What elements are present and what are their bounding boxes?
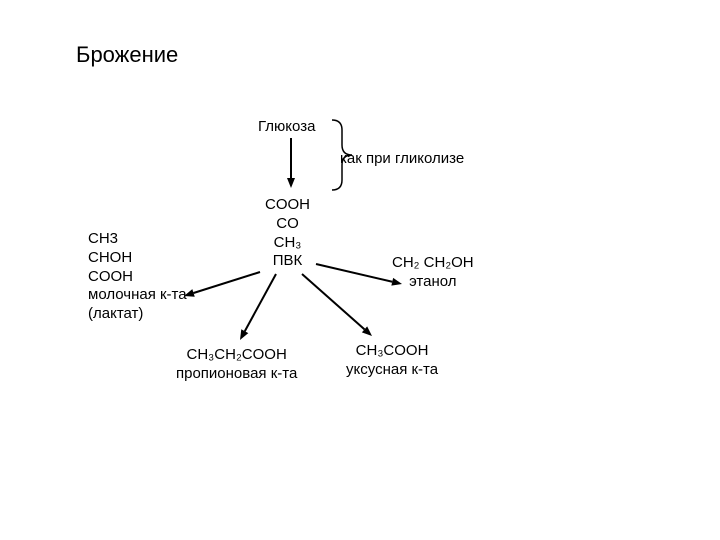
node-line: этанол: [392, 273, 474, 292]
node-propionic: CH₃CH₂COOHпропионовая к-та: [176, 346, 297, 384]
arrow-shaft: [302, 274, 365, 329]
arrow-shaft: [316, 264, 392, 282]
node-line: CH₃CH₂COOH: [176, 346, 297, 365]
node-line: CH3: [88, 230, 187, 249]
node-line: COOH: [88, 268, 187, 287]
node-line: CO: [265, 215, 310, 234]
node-acetic: CH₃COOHуксусная к-та: [346, 342, 438, 380]
node-line: Глюкоза: [258, 118, 315, 137]
diagram-canvas: Брожение Глюкоза как при гликолизе COOHC…: [0, 0, 720, 540]
arrow-head: [287, 178, 295, 188]
node-line: CH₃: [265, 234, 310, 253]
arrow-shaft: [245, 274, 276, 331]
arrow-head: [240, 329, 248, 340]
node-lactate: CH3CHOHCOOHмолочная к-та(лактат): [88, 230, 187, 324]
node-line: (лактат): [88, 305, 187, 324]
diagram-title: Брожение: [76, 42, 178, 68]
node-line: уксусная к-та: [346, 361, 438, 380]
node-pvk: COOHCOCH₃ПВК: [265, 196, 310, 271]
node-line: CH₃COOH: [346, 342, 438, 361]
node-line: CH₂ CH₂OH: [392, 254, 474, 273]
node-line: ПВК: [265, 252, 310, 271]
node-line: пропионовая к-та: [176, 365, 297, 384]
arrow-head: [362, 326, 372, 336]
node-line: COOH: [265, 196, 310, 215]
node-glycolysis-note: как при гликолизе: [340, 150, 464, 169]
node-glucose: Глюкоза: [258, 118, 315, 137]
arrow-shaft: [194, 272, 260, 293]
node-line: как при гликолизе: [340, 150, 464, 169]
node-line: CHOH: [88, 249, 187, 268]
node-ethanol: CH₂ CH₂OHэтанол: [392, 254, 474, 292]
node-line: молочная к-та: [88, 286, 187, 305]
